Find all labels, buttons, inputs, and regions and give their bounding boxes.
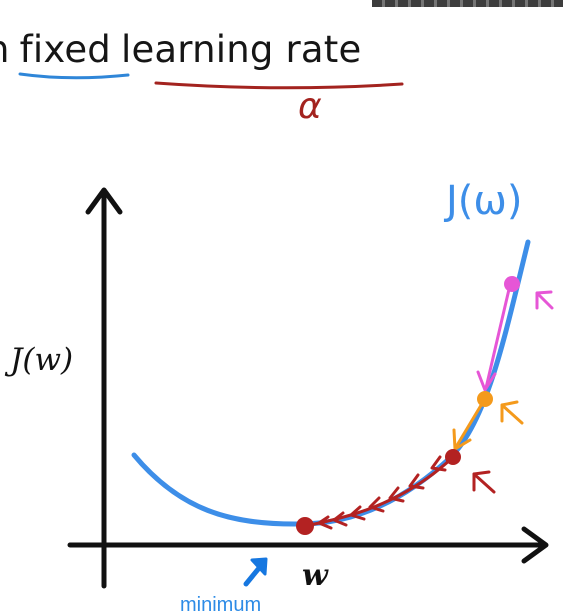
step-point-red [445, 449, 461, 465]
underline-learning-rate [154, 81, 404, 90]
alpha-symbol: α [298, 86, 322, 127]
step-point-pink [504, 276, 520, 292]
step-point-orange [477, 391, 493, 407]
cost-curve [131, 239, 531, 527]
step-arrow-pink-line [484, 283, 512, 390]
pointer-red [472, 470, 496, 494]
curve-label: J(ω) [443, 178, 523, 224]
pointer-pink [535, 290, 554, 310]
underline-fixed [18, 72, 130, 80]
step-arrow-pink-head [476, 370, 497, 392]
minimum-point [296, 517, 314, 535]
x-axis-arrowhead [521, 526, 549, 564]
slide-title: nfixedlearning rate [0, 28, 371, 71]
x-axis-label: w [302, 558, 329, 593]
minimum-arrow-head [250, 557, 268, 576]
minimum-label: minimum [180, 594, 261, 613]
title-learning-rate: learning rate [120, 28, 362, 71]
step-chevrons-red [317, 455, 447, 530]
y-axis-arrowhead [85, 187, 123, 215]
top-right-watermark-bar [372, 0, 563, 7]
title-word-fixed: fixed [19, 28, 111, 71]
y-axis-label: J(w) [4, 342, 73, 378]
step-arrow-orange-head [452, 428, 472, 451]
step-chain-red [303, 456, 454, 528]
title-prefix: n [0, 28, 10, 71]
pointer-orange [500, 400, 524, 425]
step-arrow-orange-line [454, 400, 485, 449]
